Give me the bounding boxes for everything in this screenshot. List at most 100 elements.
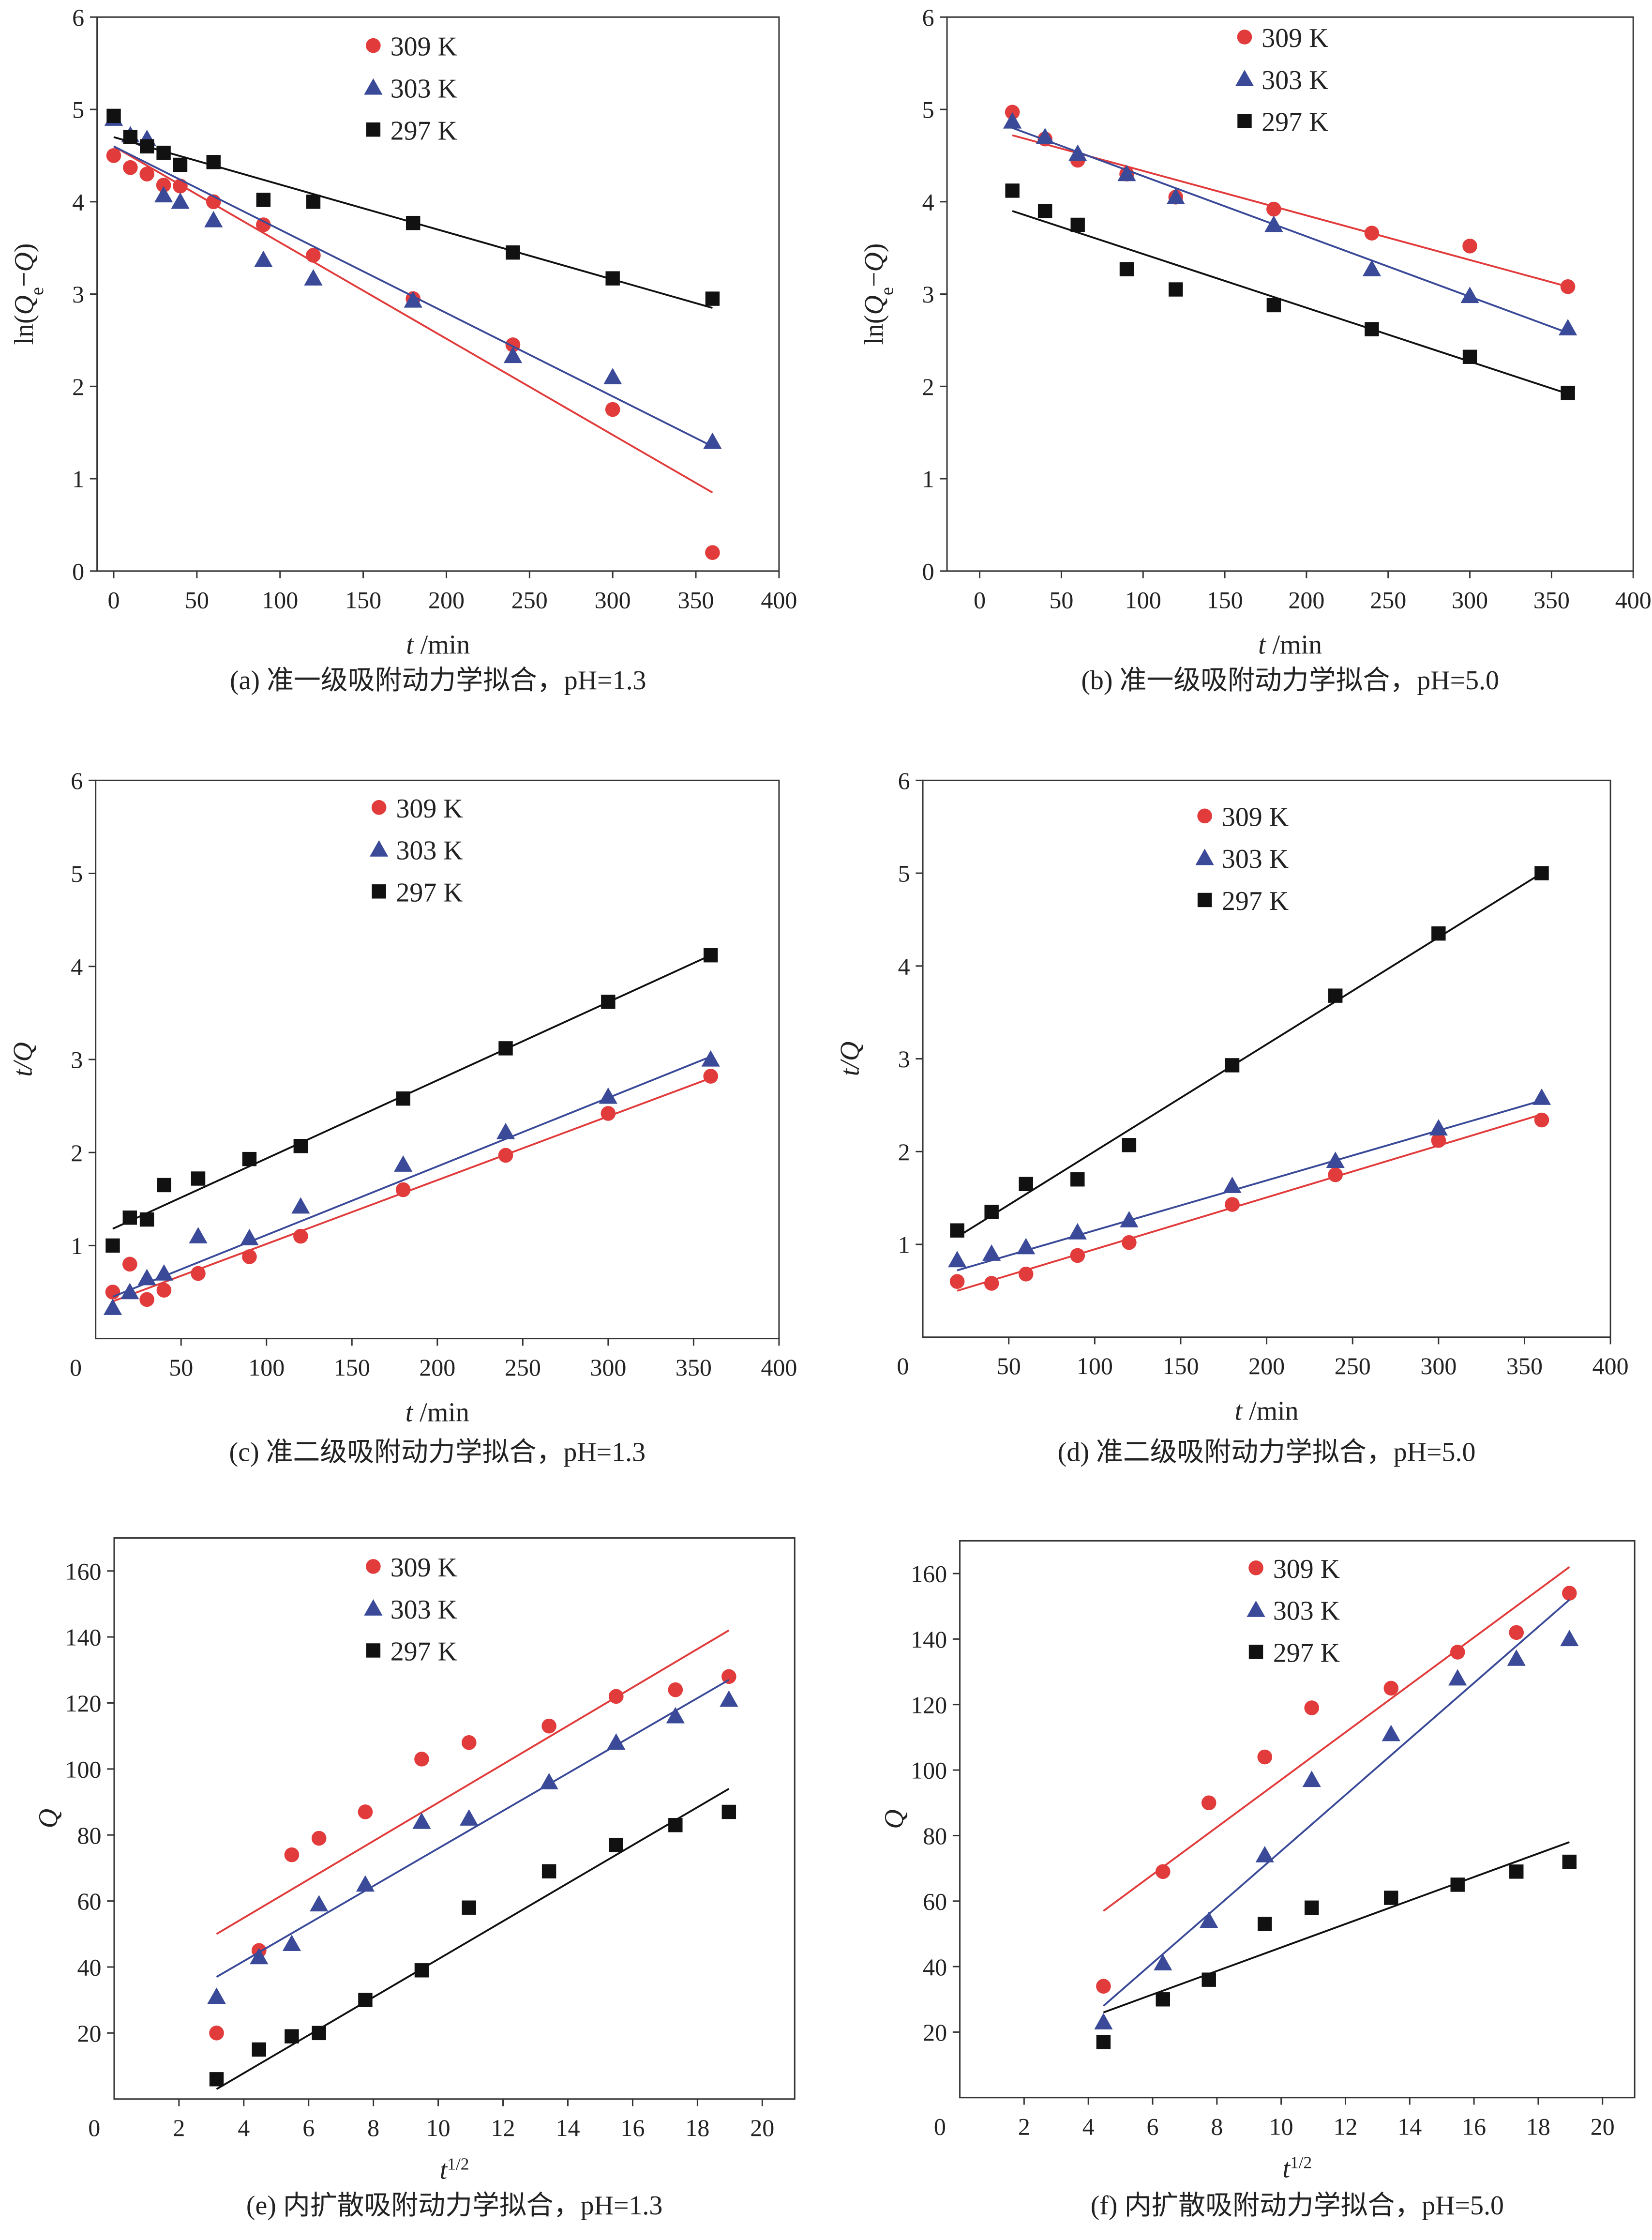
y-tick-label: 2 [898,1138,910,1165]
data-point [312,2026,326,2041]
chart-panel-f: 0 2 4 6 8 10 12 14 16 18 20 20 40 60 80 100 120 140 160 t1/… [879,1540,1636,2221]
x-tick-label: 20 [750,2114,774,2141]
data-point [1534,866,1549,880]
y-tick-label: 1 [71,1232,83,1259]
data-point [1096,2035,1111,2049]
data-point [1225,1058,1240,1073]
y-tick-label: 2 [922,373,934,400]
data-point [720,1690,738,1707]
data-point [1156,1992,1170,2007]
chart-panel-a: 0 50 100 150 200 250 300 350 400 0 1 2 3 4 5 6 t /min ln(… [9,4,797,696]
x-tick-label: 300 [1420,1352,1457,1379]
data-point [358,1993,373,2007]
data-point [173,179,188,194]
legend-entry: 303 K [1235,65,1328,95]
data-point [461,1735,477,1750]
origin-tick-label: 0 [934,2113,946,2140]
y-tick-label: 4 [72,188,84,215]
t-symbol: t [1235,1396,1243,1426]
t-symbol: t/Q [835,1042,865,1076]
data-point [171,192,190,209]
data-point [1019,1177,1033,1192]
data-point [1431,1133,1446,1148]
legend-marker [1195,848,1214,865]
legend-label: 309 K [390,1553,457,1583]
x-axis-label: t1/2 [1283,2153,1312,2184]
data-point [156,145,171,160]
data-point [1560,1630,1579,1647]
x-tick-label: 300 [1452,586,1488,613]
x-tick-label: 400 [761,1354,797,1381]
data-point [285,2029,299,2043]
series-309k [1096,1566,1577,1994]
data-point [105,1285,120,1300]
data-point [137,1269,156,1286]
data-point [1266,298,1281,313]
data-point [1305,1900,1319,1915]
y-axis-label: Q [33,1809,63,1828]
fit-line [1103,1566,1570,1912]
data-point [1070,1248,1085,1263]
data-point [106,108,121,123]
x-tick-label: 14 [1397,2113,1422,2140]
minus-q: − [859,272,889,288]
legend-marker [364,78,383,95]
data-point [252,2042,266,2057]
data-point [541,1718,556,1734]
t-symbol: t [1283,2154,1291,2184]
plot-frame [113,1537,796,2100]
legend-entry: 309 K [1197,802,1289,832]
data-point [1264,215,1283,232]
q-symbol: Q [859,295,889,315]
t-symbol: t [405,1397,414,1427]
data-point [1382,1725,1400,1741]
data-point [703,948,718,963]
data-point [982,1244,1001,1261]
data-point [1096,1979,1111,1994]
data-point [721,1804,736,1819]
data-point [123,160,138,175]
data-point [396,1091,410,1106]
y-tick-label: 40 [923,1953,947,1981]
data-point [599,1087,617,1104]
x-tick-label: 250 [1335,1352,1371,1379]
x-tick-label: 2 [173,2114,185,2141]
x-tick-label: 350 [1533,586,1570,613]
x-tick-label: 150 [334,1354,370,1381]
data-point [1017,1238,1036,1255]
x-tick-label: 0 [974,586,986,613]
series-297k [1096,1841,1577,2049]
data-point [1302,1771,1321,1787]
data-point [414,1963,429,1978]
data-point [306,195,321,209]
data-point [120,1283,139,1300]
y-tick-label: 20 [77,2020,101,2047]
y-tick-label: 80 [923,1822,947,1849]
plot-frame [946,16,1634,572]
legend-marker [1247,1600,1265,1617]
data-point [949,1274,965,1289]
data-point [950,1223,964,1238]
y-tick-label: 5 [71,860,83,887]
data-point [1429,1119,1448,1135]
x-tick-label: 100 [1125,586,1161,613]
series-309k [949,1112,1549,1292]
series-309k [106,145,720,560]
subscript-e: e [27,287,47,295]
x-tick-label: 8 [1211,2113,1223,2140]
legend-label: 297 K [390,116,457,146]
data-point [157,1178,171,1193]
x-tick-label: 6 [302,2114,315,2141]
exponent: 1/2 [1290,2153,1312,2172]
data-point [123,130,138,144]
data-point [1326,1151,1345,1168]
y-tick-label: 6 [72,4,84,31]
subscript-e: e [877,287,898,295]
data-point [293,1228,308,1244]
data-point [250,1948,269,1965]
x-tick-label: 50 [169,1354,193,1381]
t-symbol: t/Q [8,1042,38,1076]
x-tick-label: 400 [1592,1352,1629,1379]
series-297k [1005,183,1575,400]
data-point [947,1251,967,1268]
